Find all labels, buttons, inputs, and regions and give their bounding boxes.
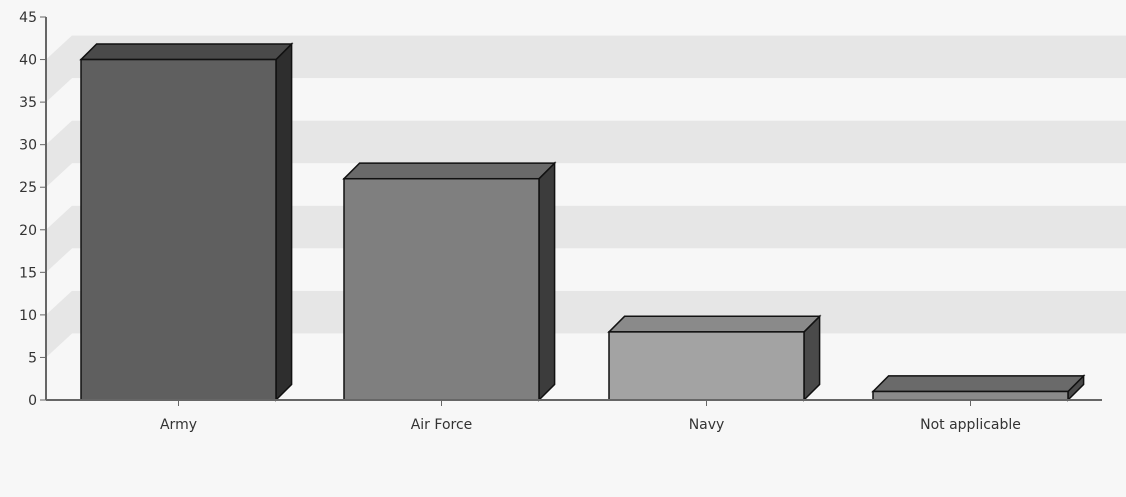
bar-2 [607, 314, 822, 402]
x-axis: Army Air Force Navy Not applicable [46, 399, 1102, 433]
x-tick-label: Air Force [411, 417, 473, 433]
bar-top [342, 162, 557, 180]
grid-band-side [46, 120, 72, 188]
grid-band-side [46, 35, 72, 103]
y-tick-label: 30 [19, 138, 37, 154]
grid-band-side [46, 290, 72, 358]
bar-3 [871, 374, 1086, 402]
bar-front [872, 390, 1069, 401]
y-tick-label: 5 [28, 350, 37, 366]
bar-top [607, 315, 822, 333]
y-axis: 0 5 10 15 20 25 30 35 40 45 [19, 10, 47, 409]
x-tick-label: Army [160, 417, 197, 433]
y-tick-label: 25 [19, 180, 37, 196]
bar-top [79, 43, 294, 61]
y-tick-label: 15 [19, 265, 37, 281]
y-tick-label: 10 [19, 308, 37, 324]
bar-side [275, 42, 293, 402]
y-tick-label: 45 [19, 10, 37, 26]
x-tick-label: Navy [689, 417, 725, 433]
bar-front [608, 331, 805, 401]
bar-front [343, 177, 540, 401]
y-tick-label: 35 [19, 95, 37, 111]
y-tick-label: 40 [19, 53, 37, 69]
bar-1 [342, 161, 557, 402]
bar-0 [79, 42, 294, 402]
y-tick-label: 0 [28, 393, 37, 409]
bar-top [871, 375, 1086, 393]
y-tick-label: 20 [19, 223, 37, 239]
bar-side [538, 161, 556, 402]
grid-band-side [46, 205, 72, 273]
bars [79, 42, 1086, 402]
bar-front [80, 58, 277, 401]
x-tick-label: Not applicable [920, 417, 1021, 433]
